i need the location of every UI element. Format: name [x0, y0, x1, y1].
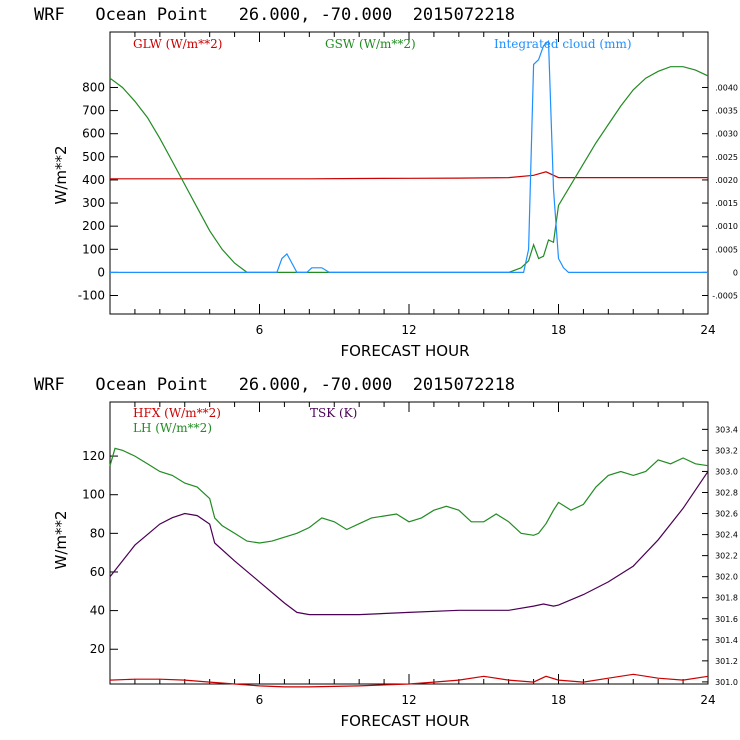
top-right-axis: .0040 .0035 .0030 .0025 .0020 .0015 .0010 .0005… — [702, 83, 738, 301]
y-tick-label: 300 — [82, 196, 105, 210]
x-tick-label: 18 — [551, 323, 566, 337]
y-tick-label: 20 — [90, 642, 105, 656]
top-x-axis: 6 12 18 24 — [134, 32, 716, 337]
y2-tick-label: .0015 — [715, 199, 738, 208]
y2-tick-label: 301.0 — [715, 678, 738, 687]
x-tick-label: 12 — [401, 323, 416, 337]
bottom-chart-title: WRF Ocean Point 26.000, -70.000 20150722… — [34, 375, 515, 395]
bottom-x-axis-label: FORECAST HOUR — [340, 712, 469, 730]
y2-tick-label: .0035 — [715, 107, 738, 116]
x-tick-label: 18 — [551, 693, 566, 707]
bottom-x-axis: 6 12 18 24 — [134, 402, 716, 707]
bottom-plot-frame — [109, 401, 709, 685]
y2-tick-label: .0010 — [715, 222, 738, 231]
flux-skin-temp-chart: WRF Ocean Point 26.000, -70.000 20150722… — [34, 375, 738, 730]
y2-tick-label: 302.4 — [715, 531, 738, 540]
x-tick-label: 6 — [256, 693, 264, 707]
y-tick-label: 800 — [82, 80, 105, 94]
y-tick-label: 120 — [82, 449, 105, 463]
legend-tsk: TSK (K) — [310, 406, 357, 420]
y2-tick-label: 302.8 — [715, 488, 738, 497]
y-tick-label: 80 — [90, 526, 105, 540]
x-tick-label: 6 — [256, 323, 264, 337]
series-line-gsw — [109, 66, 709, 273]
y2-tick-label: 301.4 — [715, 636, 738, 645]
y2-tick-label: 302.0 — [715, 573, 738, 582]
x-tick-label: 12 — [401, 693, 416, 707]
y2-tick-label: .0005 — [715, 245, 738, 254]
legend-glw: GLW (W/m**2) — [133, 37, 222, 51]
y-tick-label: 0 — [97, 265, 105, 279]
y2-tick-label: .0030 — [715, 130, 738, 139]
bottom-y-axis: 20 40 60 80 100 120 — [82, 449, 118, 656]
y2-tick-label: .0025 — [715, 153, 738, 162]
x-tick-label: 24 — [700, 693, 715, 707]
x-tick-label: 24 — [700, 323, 715, 337]
y-tick-label: 60 — [90, 565, 105, 579]
legend-lh: LH (W/m**2) — [133, 421, 212, 435]
legend-gsw: GSW (W/m**2) — [325, 37, 416, 51]
y2-tick-label: 303.0 — [715, 467, 738, 476]
series-line-integrated — [110, 39, 708, 273]
radiation-cloud-chart: WRF Ocean Point 26.000, -70.000 20150722… — [34, 5, 738, 360]
y2-tick-label: 301.2 — [715, 657, 738, 666]
series-line-lh — [109, 447, 709, 544]
y-tick-label: 40 — [90, 604, 105, 618]
series-line-hfx — [109, 673, 709, 688]
top-plot-frame — [109, 31, 709, 315]
series-line-tsk — [109, 471, 709, 616]
y2-tick-label: 301.8 — [715, 594, 738, 603]
bottom-series-lines — [109, 447, 709, 688]
legend-hfx: HFX (W/m**2) — [133, 406, 221, 420]
y-tick-label: 100 — [82, 488, 105, 502]
y-tick-label: 500 — [82, 150, 105, 164]
y2-tick-label: 303.2 — [715, 446, 738, 455]
top-chart-title: WRF Ocean Point 26.000, -70.000 20150722… — [34, 5, 515, 25]
top-y-axis: -100 0 100 200 300 400 500 600 700 800 — [78, 80, 118, 303]
y2-tick-label: 302.2 — [715, 552, 738, 561]
y2-tick-label: .0040 — [715, 83, 738, 92]
y-tick-label: -100 — [78, 289, 105, 303]
bottom-y-axis-label: W/m**2 — [52, 510, 70, 569]
y-tick-label: 100 — [82, 242, 105, 256]
series-line-glw — [110, 171, 708, 180]
bottom-right-axis: 303.4 303.2 303.0 302.8 302.6 302.4 302.2 302.0… — [702, 425, 738, 687]
y-tick-label: 400 — [82, 173, 105, 187]
top-x-axis-label: FORECAST HOUR — [340, 342, 469, 360]
top-y-axis-label: W/m**2 — [52, 145, 70, 204]
y-tick-label: 600 — [82, 127, 105, 141]
y2-tick-label: 302.6 — [715, 510, 738, 519]
top-series-lines — [109, 39, 709, 273]
y2-tick-label: -.0005 — [712, 292, 738, 301]
legend-cloud: Integrated cloud (mm) — [494, 37, 632, 51]
y2-tick-label: 0 — [733, 268, 738, 277]
y2-tick-label: .0020 — [715, 176, 738, 185]
y-tick-label: 700 — [82, 104, 105, 118]
y2-tick-label: 303.4 — [715, 425, 738, 434]
y2-tick-label: 301.6 — [715, 615, 738, 624]
y-tick-label: 200 — [82, 219, 105, 233]
